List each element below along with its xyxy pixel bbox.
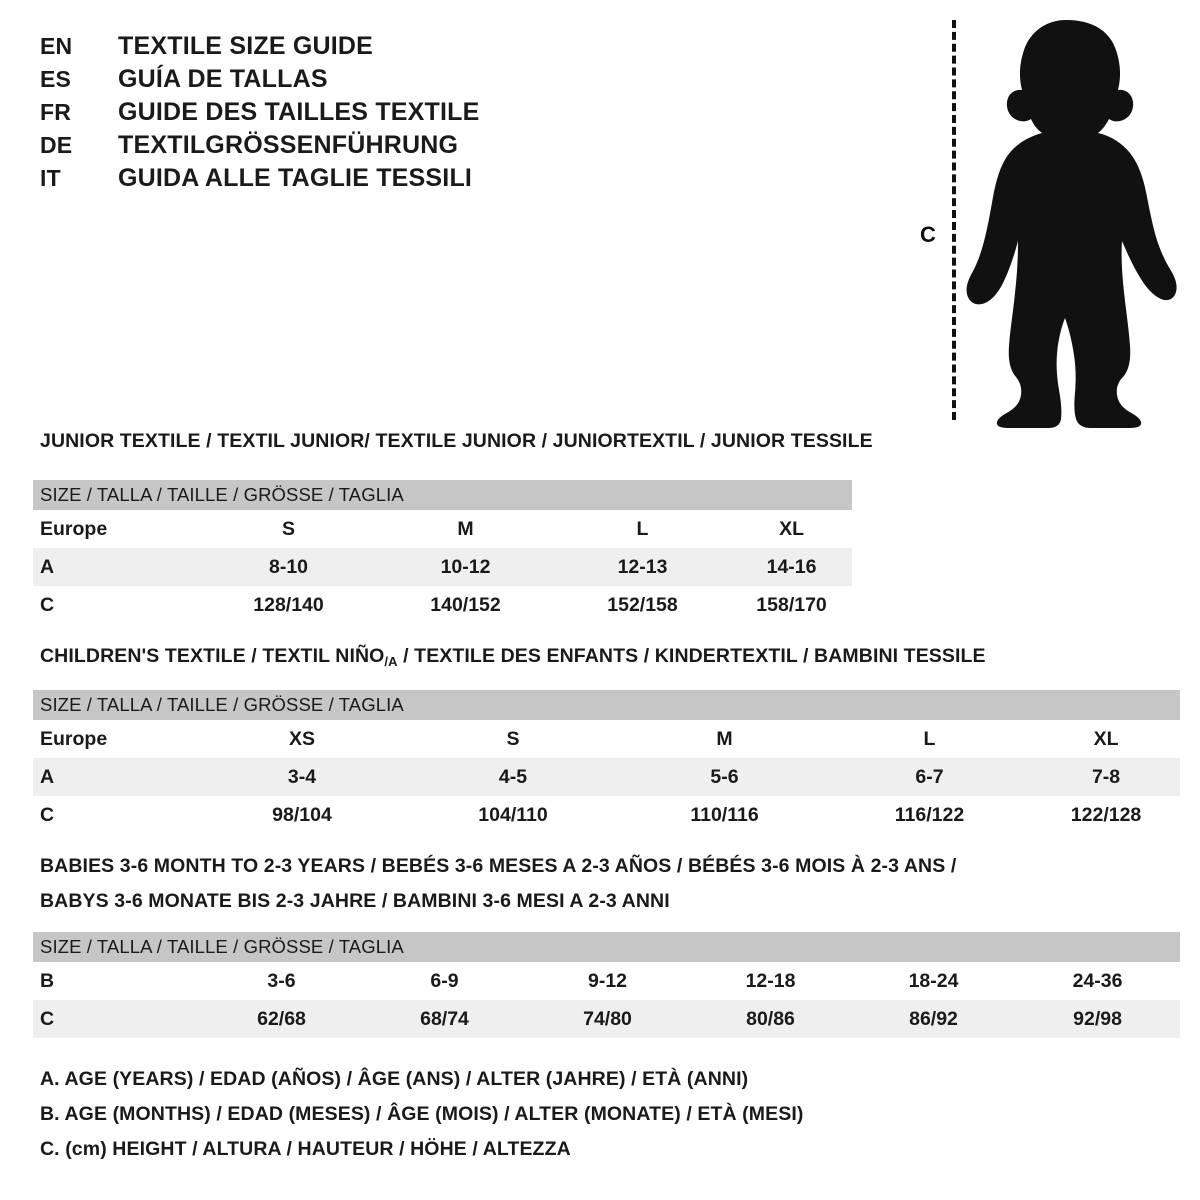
children-size-table: SIZE / TALLA / TAILLE / GRÖSSE / TAGLIA … xyxy=(33,690,1181,834)
table-cell: 6-9 xyxy=(363,962,526,1000)
table-row: Europe S M L XL xyxy=(33,510,1181,548)
table-cell: 116/122 xyxy=(827,796,1032,834)
table-cell: 7-8 xyxy=(1032,758,1181,796)
junior-size-table: SIZE / TALLA / TAILLE / GRÖSSE / TAGLIA … xyxy=(33,480,1181,624)
junior-row-spacer xyxy=(852,586,1181,624)
language-row-de: DE TEXTILGRÖSSENFÜHRUNG xyxy=(40,131,600,164)
junior-row-label-europe: Europe xyxy=(33,510,200,548)
babies-band-row: SIZE / TALLA / TAILLE / GRÖSSE / TAGLIA xyxy=(33,932,1181,962)
babies-size-table: SIZE / TALLA / TAILLE / GRÖSSE / TAGLIA … xyxy=(33,932,1181,1038)
children-row-label-a: A xyxy=(33,758,200,796)
table-row: B 3-6 6-9 9-12 12-18 18-24 24-36 xyxy=(33,962,1181,1000)
children-band-label: SIZE / TALLA / TAILLE / GRÖSSE / TAGLIA xyxy=(33,690,1181,720)
language-title-it: GUIDA ALLE TAGLIE TESSILI xyxy=(118,164,473,192)
table-row: A 8-10 10-12 12-13 14-16 xyxy=(33,548,1181,586)
table-cell: 4-5 xyxy=(404,758,622,796)
language-title-fr: GUIDE DES TAILLES TEXTILE xyxy=(118,98,480,126)
table-cell: 5-6 xyxy=(622,758,827,796)
table-cell: 62/68 xyxy=(200,1000,363,1038)
table-cell: 14-16 xyxy=(731,548,853,586)
table-cell: 122/128 xyxy=(1032,796,1181,834)
babies-row-label-b: B xyxy=(33,962,200,1000)
table-cell: S xyxy=(200,510,377,548)
table-cell: 140/152 xyxy=(377,586,554,624)
children-row-label-europe: Europe xyxy=(33,720,200,758)
table-cell: 86/92 xyxy=(852,1000,1015,1038)
table-cell: 92/98 xyxy=(1015,1000,1181,1038)
table-cell: 104/110 xyxy=(404,796,622,834)
measurement-legend: A. AGE (YEARS) / EDAD (AÑOS) / ÂGE (ANS)… xyxy=(40,1068,803,1173)
junior-row-spacer xyxy=(852,548,1181,586)
table-cell: 6-7 xyxy=(827,758,1032,796)
legend-line-c: C. (cm) HEIGHT / ALTURA / HAUTEUR / HÖHE… xyxy=(40,1138,571,1160)
table-cell: 8-10 xyxy=(200,548,377,586)
language-title-es: GUÍA DE TALLAS xyxy=(118,65,328,93)
table-cell: M xyxy=(377,510,554,548)
table-cell: 128/140 xyxy=(200,586,377,624)
junior-section-title: JUNIOR TEXTILE / TEXTIL JUNIOR/ TEXTILE … xyxy=(40,430,873,452)
table-cell: 10-12 xyxy=(377,548,554,586)
children-title-part2: / TEXTILE DES ENFANTS / KINDERTEXTIL / B… xyxy=(397,645,986,667)
language-code-de: DE xyxy=(40,132,73,158)
junior-row-spacer xyxy=(852,510,1181,548)
junior-band-label: SIZE / TALLA / TAILLE / GRÖSSE / TAGLIA xyxy=(33,480,853,510)
height-marker-label: C xyxy=(920,222,936,247)
table-cell: 158/170 xyxy=(731,586,853,624)
babies-row-label-c: C xyxy=(33,1000,200,1038)
table-cell: 152/158 xyxy=(554,586,731,624)
babies-section-title-line1: BABIES 3-6 MONTH TO 2-3 YEARS / BEBÉS 3-… xyxy=(40,855,957,877)
children-band-row: SIZE / TALLA / TAILLE / GRÖSSE / TAGLIA xyxy=(33,690,1181,720)
height-dashed-line-icon xyxy=(952,20,956,420)
language-code-fr: FR xyxy=(40,99,72,125)
table-row: Europe XS S M L XL xyxy=(33,720,1181,758)
table-row: C 128/140 140/152 152/158 158/170 xyxy=(33,586,1181,624)
table-cell: M xyxy=(622,720,827,758)
children-title-part1: CHILDREN'S TEXTILE / TEXTIL NIÑO xyxy=(40,645,385,667)
language-row-en: EN TEXTILE SIZE GUIDE xyxy=(40,32,600,65)
table-cell: 74/80 xyxy=(526,1000,689,1038)
table-cell: 3-6 xyxy=(200,962,363,1000)
table-cell: 68/74 xyxy=(363,1000,526,1038)
table-cell: S xyxy=(404,720,622,758)
language-code-es: ES xyxy=(40,66,72,92)
children-section-title: CHILDREN'S TEXTILE / TEXTIL NIÑO/A / TEX… xyxy=(40,645,986,669)
height-figure: C xyxy=(900,10,1180,435)
table-cell: XL xyxy=(1032,720,1181,758)
table-cell: 9-12 xyxy=(526,962,689,1000)
table-cell: 24-36 xyxy=(1015,962,1181,1000)
junior-band-spacer xyxy=(852,480,1181,510)
babies-section-title-line2: BABYS 3-6 MONATE BIS 2-3 JAHRE / BAMBINI… xyxy=(40,890,670,912)
language-row-es: ES GUÍA DE TALLAS xyxy=(40,65,600,98)
table-row: C 62/68 68/74 74/80 80/86 86/92 92/98 xyxy=(33,1000,1181,1038)
table-cell: XS xyxy=(200,720,404,758)
language-title-block: EN TEXTILE SIZE GUIDE ES GUÍA DE TALLAS … xyxy=(40,32,600,197)
table-cell: 12-13 xyxy=(554,548,731,586)
language-code-en: EN xyxy=(40,33,73,59)
legend-line-a: A. AGE (YEARS) / EDAD (AÑOS) / ÂGE (ANS)… xyxy=(40,1068,749,1090)
table-cell: 18-24 xyxy=(852,962,1015,1000)
toddler-silhouette-icon xyxy=(966,20,1177,428)
junior-row-label-a: A xyxy=(33,548,200,586)
legend-line-b: B. AGE (MONTHS) / EDAD (MESES) / ÂGE (MO… xyxy=(40,1103,804,1125)
language-code-it: IT xyxy=(40,165,61,191)
table-cell: 110/116 xyxy=(622,796,827,834)
language-row-fr: FR GUIDE DES TAILLES TEXTILE xyxy=(40,98,600,131)
language-title-en: TEXTILE SIZE GUIDE xyxy=(118,32,374,60)
children-row-label-c: C xyxy=(33,796,200,834)
language-title-de: TEXTILGRÖSSENFÜHRUNG xyxy=(118,131,459,159)
babies-band-label: SIZE / TALLA / TAILLE / GRÖSSE / TAGLIA xyxy=(33,932,1181,962)
children-title-sub: /A xyxy=(384,654,398,669)
junior-row-label-c: C xyxy=(33,586,200,624)
table-row: A 3-4 4-5 5-6 6-7 7-8 xyxy=(33,758,1181,796)
table-cell: 98/104 xyxy=(200,796,404,834)
table-cell: 12-18 xyxy=(689,962,852,1000)
table-row: C 98/104 104/110 110/116 116/122 122/128 xyxy=(33,796,1181,834)
table-cell: 80/86 xyxy=(689,1000,852,1038)
junior-band-row: SIZE / TALLA / TAILLE / GRÖSSE / TAGLIA xyxy=(33,480,1181,510)
table-cell: XL xyxy=(731,510,853,548)
table-cell: 3-4 xyxy=(200,758,404,796)
language-row-it: IT GUIDA ALLE TAGLIE TESSILI xyxy=(40,164,600,197)
table-cell: L xyxy=(827,720,1032,758)
table-cell: L xyxy=(554,510,731,548)
